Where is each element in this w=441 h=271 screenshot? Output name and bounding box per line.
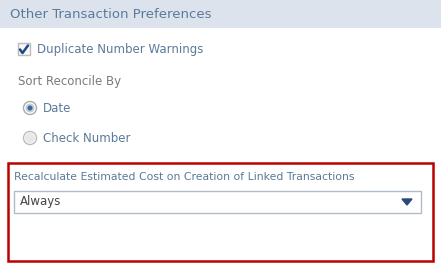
Bar — [0, 28, 441, 271]
Circle shape — [25, 133, 35, 143]
Bar — [0, 0, 441, 28]
Bar — [18, 43, 30, 55]
Text: Always: Always — [20, 195, 61, 208]
Polygon shape — [402, 199, 412, 205]
Text: Other Transaction Preferences: Other Transaction Preferences — [10, 8, 212, 21]
Circle shape — [27, 105, 33, 111]
Text: Duplicate Number Warnings: Duplicate Number Warnings — [37, 43, 203, 56]
Circle shape — [26, 104, 34, 112]
Bar — [8, 163, 433, 261]
Text: Recalculate Estimated Cost on Creation of Linked Transactions: Recalculate Estimated Cost on Creation o… — [14, 172, 355, 182]
Text: Sort Reconcile By: Sort Reconcile By — [18, 76, 121, 89]
Text: Check Number: Check Number — [43, 131, 131, 144]
Bar — [14, 191, 421, 213]
Circle shape — [23, 102, 37, 115]
Circle shape — [23, 131, 37, 144]
Text: Date: Date — [43, 102, 71, 115]
